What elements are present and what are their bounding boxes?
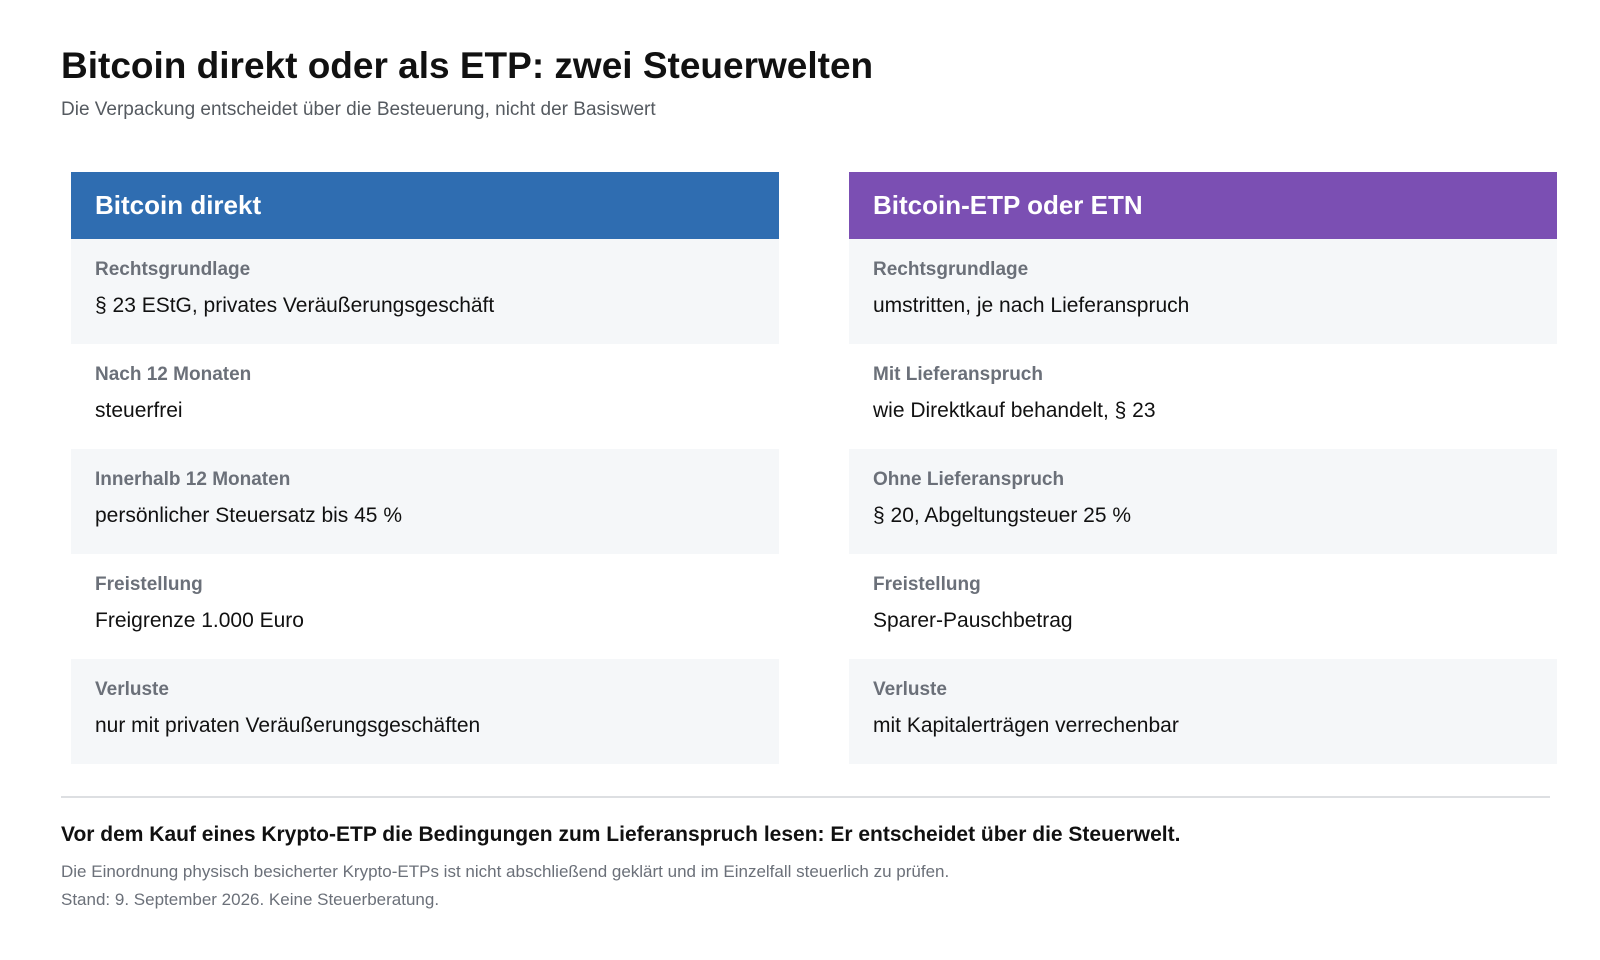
page-title: Bitcoin direkt oder als ETP: zwei Steuer… <box>61 45 874 86</box>
comparison-columns: Bitcoin direkt Rechtsgrundlage § 23 EStG… <box>71 172 1557 764</box>
page-subtitle: Die Verpackung entscheidet über die Best… <box>61 99 656 120</box>
row-label: Freistellung <box>873 574 981 595</box>
card-bitcoin-etp: Bitcoin-ETP oder ETN Rechtsgrundlage ums… <box>849 172 1557 764</box>
etp-row-exemption: Freistellung Sparer-Pauschbetrag <box>849 554 1557 659</box>
row-value: wie Direktkauf behandelt, § 23 <box>873 399 1156 422</box>
row-label: Innerhalb 12 Monaten <box>95 469 291 490</box>
card-header-etp: Bitcoin-ETP oder ETN <box>849 172 1557 239</box>
page: Bitcoin direkt oder als ETP: zwei Steuer… <box>61 44 1557 909</box>
row-value: Freigrenze 1.000 Euro <box>95 609 304 632</box>
card-header-direct: Bitcoin direkt <box>71 172 779 239</box>
row-value: § 23 EStG, privates Veräußerungsgeschäft <box>95 294 495 317</box>
card-bitcoin-direct: Bitcoin direkt Rechtsgrundlage § 23 EStG… <box>71 172 779 764</box>
row-label: Verluste <box>95 679 169 700</box>
direct-row-legal-basis: Rechtsgrundlage § 23 EStG, privates Verä… <box>71 239 779 344</box>
row-label: Verluste <box>873 679 947 700</box>
row-value: mit Kapitalerträgen verrechenbar <box>873 714 1179 737</box>
row-label: Rechtsgrundlage <box>873 259 1029 280</box>
etp-row-legal-basis: Rechtsgrundlage umstritten, je nach Lief… <box>849 239 1557 344</box>
direct-row-losses: Verluste nur mit privaten Veräußerungsge… <box>71 659 779 764</box>
row-value: persönlicher Steuersatz bis 45 % <box>95 504 402 527</box>
row-label: Mit Lieferanspruch <box>873 364 1043 385</box>
row-label: Rechtsgrundlage <box>95 259 251 280</box>
row-value: umstritten, je nach Lieferanspruch <box>873 294 1190 317</box>
direct-row-within-12-months: Innerhalb 12 Monaten persönlicher Steuer… <box>71 449 779 554</box>
direct-row-after-12-months: Nach 12 Monaten steuerfrei <box>71 344 779 449</box>
footer-note: Vor dem Kauf eines Krypto-ETP die Beding… <box>61 822 1550 914</box>
footer-disclaimer: Die Einordnung physisch besicherter Kryp… <box>61 862 950 881</box>
etp-row-without-delivery-claim: Ohne Lieferanspruch § 20, Abgeltungsteue… <box>849 449 1557 554</box>
row-value: Sparer-Pauschbetrag <box>873 609 1073 632</box>
footer-headline: Vor dem Kauf eines Krypto-ETP die Beding… <box>61 823 1181 846</box>
row-value: nur mit privaten Veräußerungsgeschäften <box>95 714 481 737</box>
row-label: Ohne Lieferanspruch <box>873 469 1065 490</box>
divider <box>61 796 1550 798</box>
etp-row-losses: Verluste mit Kapitalerträgen verrechenba… <box>849 659 1557 764</box>
footer-stand: Stand: 9. September 2026. Keine Steuerbe… <box>61 890 440 909</box>
row-value: § 20, Abgeltungsteuer 25 % <box>873 504 1132 527</box>
direct-row-exemption: Freistellung Freigrenze 1.000 Euro <box>71 554 779 659</box>
row-value: steuerfrei <box>95 399 183 422</box>
row-label: Nach 12 Monaten <box>95 364 252 385</box>
row-label: Freistellung <box>95 574 203 595</box>
etp-row-with-delivery-claim: Mit Lieferanspruch wie Direktkauf behand… <box>849 344 1557 449</box>
